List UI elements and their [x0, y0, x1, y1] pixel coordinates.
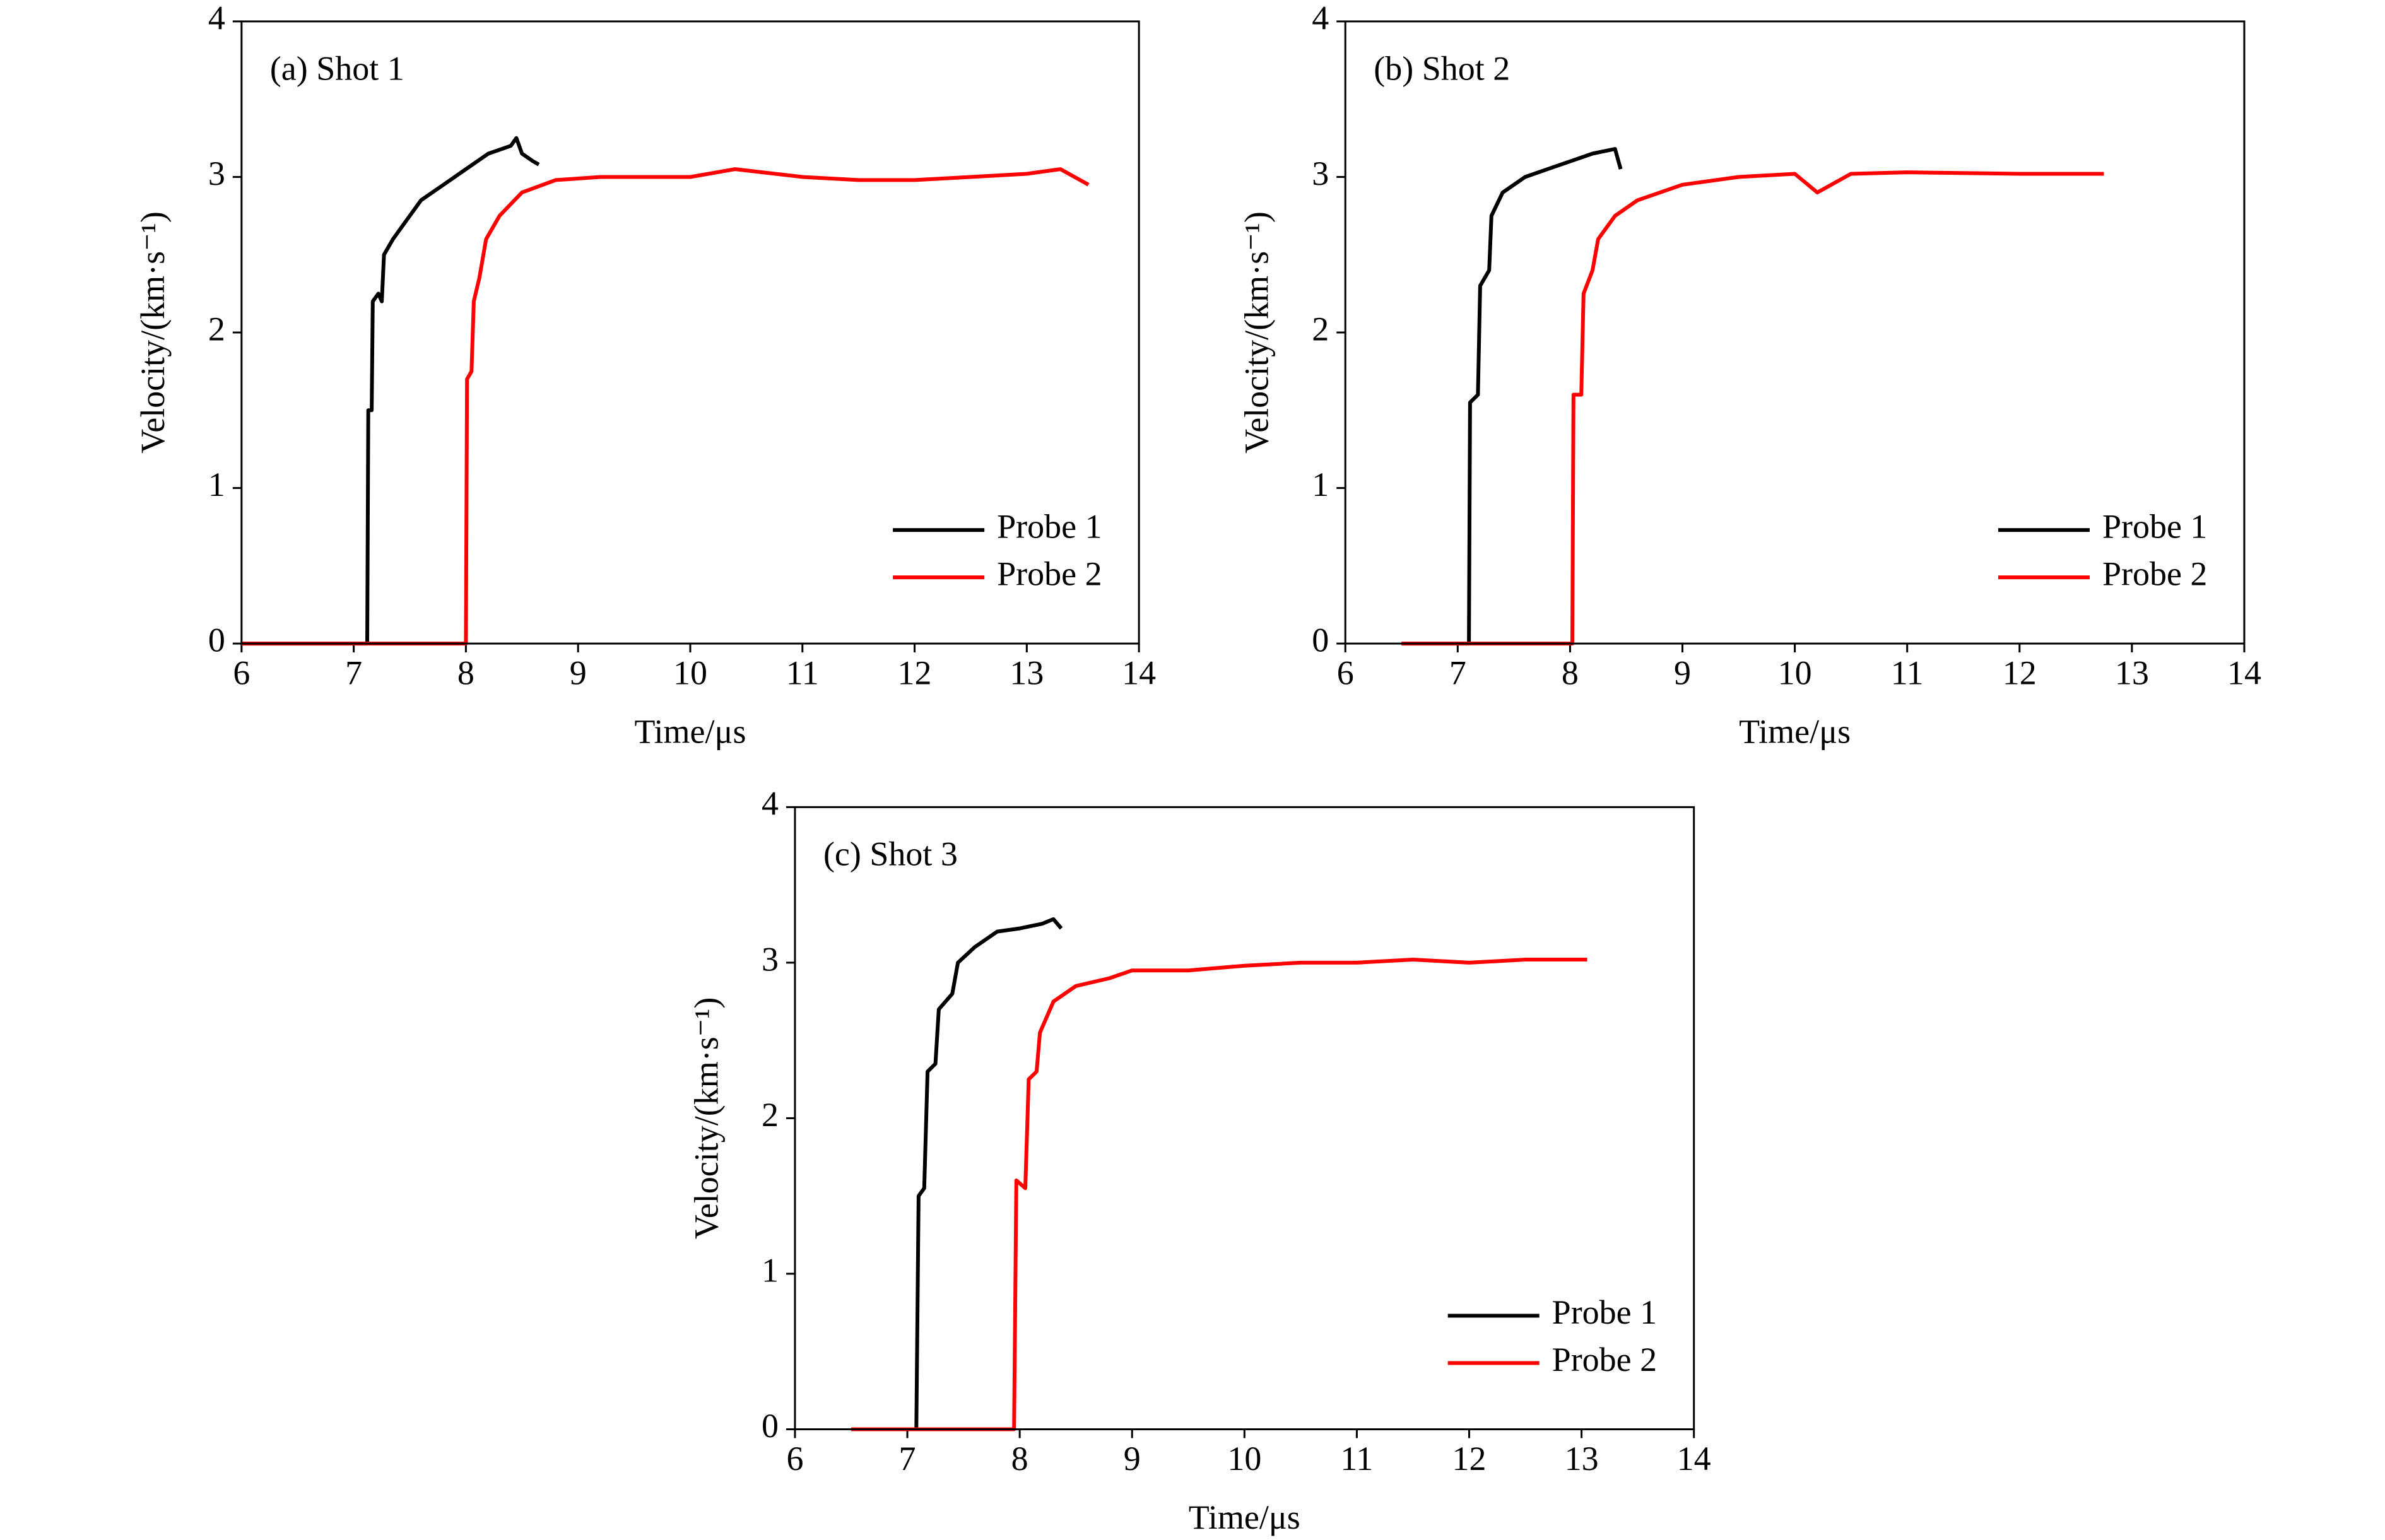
x-tick-label: 9 — [1124, 1440, 1141, 1478]
legend-label: Probe 1 — [1552, 1293, 1657, 1331]
x-tick-label: 10 — [1227, 1440, 1261, 1478]
y-tick-label: 4 — [1312, 0, 1329, 37]
legend-label: Probe 2 — [997, 555, 1102, 592]
x-tick-label: 7 — [345, 654, 362, 691]
y-tick-label: 2 — [762, 1096, 779, 1134]
x-tick-label: 12 — [2003, 654, 2037, 691]
y-tick-label: 0 — [208, 621, 225, 659]
x-tick-label: 6 — [786, 1440, 803, 1478]
x-tick-label: 10 — [673, 654, 707, 691]
x-tick-label: 11 — [1891, 654, 1924, 691]
x-tick-label: 9 — [570, 654, 587, 691]
y-tick-label: 2 — [208, 310, 225, 348]
x-tick-label: 11 — [1340, 1440, 1373, 1478]
y-tick-label: 0 — [1312, 621, 1329, 659]
data-line — [1401, 170, 2104, 646]
x-tick-label: 13 — [1010, 654, 1044, 691]
x-tick-label: 6 — [1337, 654, 1354, 691]
x-tick-label: 10 — [1778, 654, 1812, 691]
y-axis-label: Velocity/(km·s⁻¹) — [687, 997, 725, 1240]
legend-label: Probe 2 — [2102, 555, 2207, 592]
y-tick-label: 4 — [762, 785, 779, 823]
y-tick-label: 3 — [1312, 155, 1329, 192]
y-tick-label: 4 — [208, 0, 225, 37]
y-tick-label: 1 — [208, 466, 225, 503]
plot-frame — [794, 806, 1695, 1431]
x-tick-label: 7 — [899, 1440, 916, 1478]
y-tick-label: 3 — [762, 940, 779, 978]
x-tick-label: 9 — [1674, 654, 1691, 691]
x-axis-label: Time/μs — [634, 712, 746, 750]
panel-title: (c) Shot 3 — [823, 835, 958, 873]
x-tick-label: 8 — [1011, 1440, 1028, 1478]
legend-label: Probe 1 — [2102, 507, 2207, 545]
data-line — [851, 958, 1587, 1431]
x-axis-label: Time/μs — [1189, 1498, 1300, 1536]
data-line — [851, 917, 1063, 1431]
y-axis-label: Velocity/(km·s⁻¹) — [134, 211, 172, 454]
data-line — [241, 136, 540, 646]
y-tick-label: 0 — [762, 1407, 779, 1445]
legend-label: Probe 1 — [997, 507, 1102, 545]
x-tick-label: 7 — [1449, 654, 1466, 691]
plot-frame — [1344, 20, 2246, 645]
x-tick-label: 8 — [457, 654, 474, 691]
plot-frame — [240, 20, 1140, 645]
x-tick-label: 12 — [1452, 1440, 1487, 1478]
legend-label: Probe 2 — [1552, 1341, 1657, 1378]
x-tick-label: 14 — [1122, 654, 1156, 691]
x-tick-label: 13 — [1565, 1440, 1599, 1478]
y-tick-label: 1 — [762, 1251, 779, 1289]
y-tick-label: 3 — [208, 155, 225, 192]
x-tick-label: 14 — [2227, 654, 2261, 691]
x-tick-label: 6 — [233, 654, 250, 691]
y-tick-label: 2 — [1312, 310, 1329, 348]
data-line — [1401, 147, 1623, 646]
y-tick-label: 1 — [1312, 466, 1329, 503]
x-tick-label: 13 — [2115, 654, 2149, 691]
x-tick-label: 12 — [898, 654, 932, 691]
x-axis-label: Time/μs — [1739, 712, 1851, 750]
panel-title: (b) Shot 2 — [1374, 49, 1510, 87]
x-tick-label: 11 — [786, 654, 819, 691]
panel-title: (a) Shot 1 — [270, 49, 404, 87]
x-tick-label: 14 — [1677, 1440, 1711, 1478]
data-line — [241, 167, 1090, 646]
y-axis-label: Velocity/(km·s⁻¹) — [1238, 211, 1276, 454]
x-tick-label: 8 — [1562, 654, 1579, 691]
